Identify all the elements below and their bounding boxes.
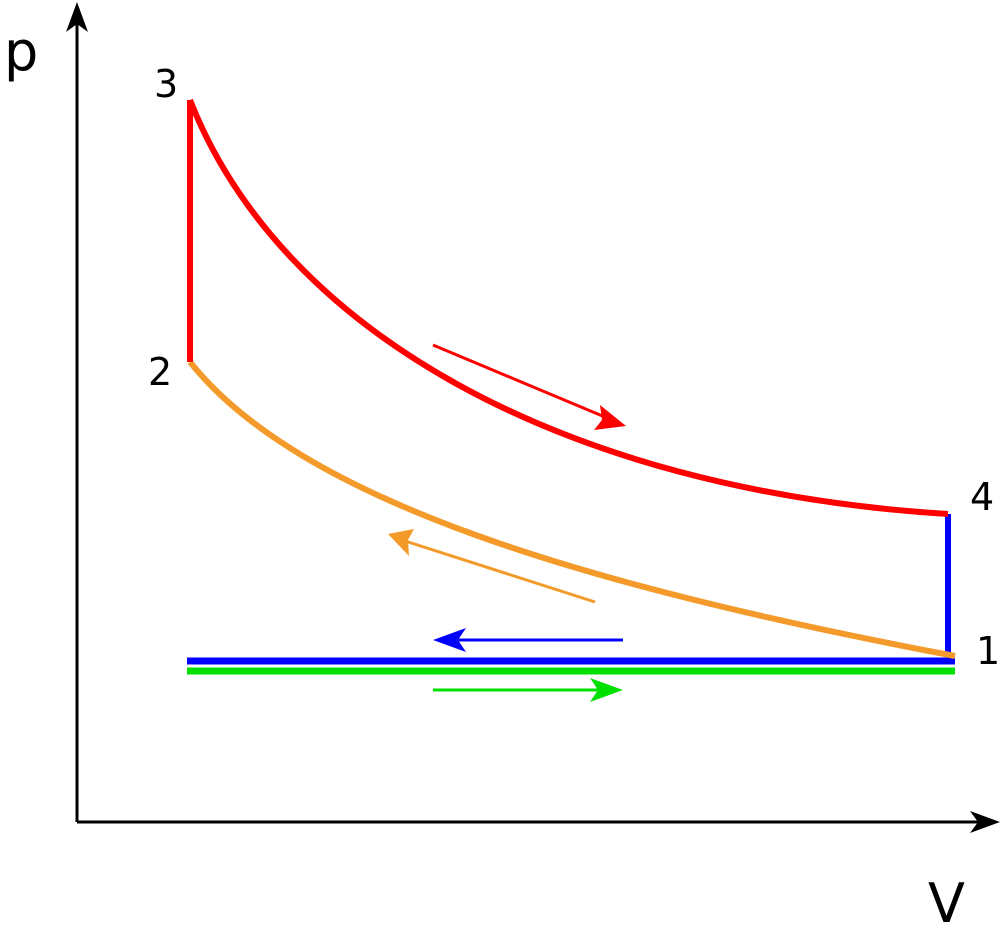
point-label: 4 (970, 475, 994, 519)
x-axis-arrow (970, 811, 1000, 833)
expansion-arrow (432, 343, 613, 422)
compression-curve (187, 360, 956, 659)
point-label: 3 (154, 62, 178, 106)
expansion-curve (187, 98, 949, 517)
arrowhead (594, 405, 626, 430)
arrowhead (590, 678, 623, 702)
y-axis-label: p (4, 20, 38, 83)
point-label: 1 (976, 629, 1000, 673)
arrowhead (388, 529, 414, 556)
arrowhead (433, 628, 466, 652)
y-axis-arrow (66, 2, 88, 32)
point-label: 2 (148, 350, 172, 394)
x-axis-label: V (928, 872, 965, 935)
compression-arrow (401, 538, 596, 604)
